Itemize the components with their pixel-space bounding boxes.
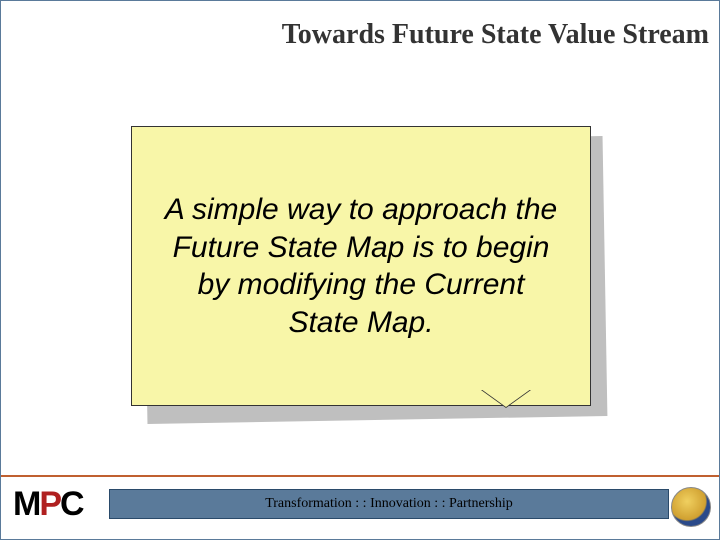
footer-tagline: Transformation : : Innovation : : Partne… — [265, 496, 513, 512]
sticky-note-fold — [481, 389, 531, 407]
logo-letter-c: C — [60, 485, 83, 524]
sticky-note: A simple way to approach the Future Stat… — [131, 126, 591, 406]
sticky-note-body: A simple way to approach the Future Stat… — [131, 126, 591, 406]
footer-divider — [1, 475, 719, 477]
logo-letter-p: P — [39, 485, 60, 524]
mpc-logo: M P C — [13, 483, 103, 525]
footer-bar: Transformation : : Innovation : : Partne… — [109, 489, 669, 519]
logo-letter-m: M — [13, 485, 39, 524]
slide-title: Towards Future State Value Stream — [282, 19, 709, 51]
sticky-note-text: A simple way to approach the Future Stat… — [162, 191, 560, 341]
seal-icon — [671, 487, 711, 527]
slide: Towards Future State Value Stream A simp… — [0, 0, 720, 540]
